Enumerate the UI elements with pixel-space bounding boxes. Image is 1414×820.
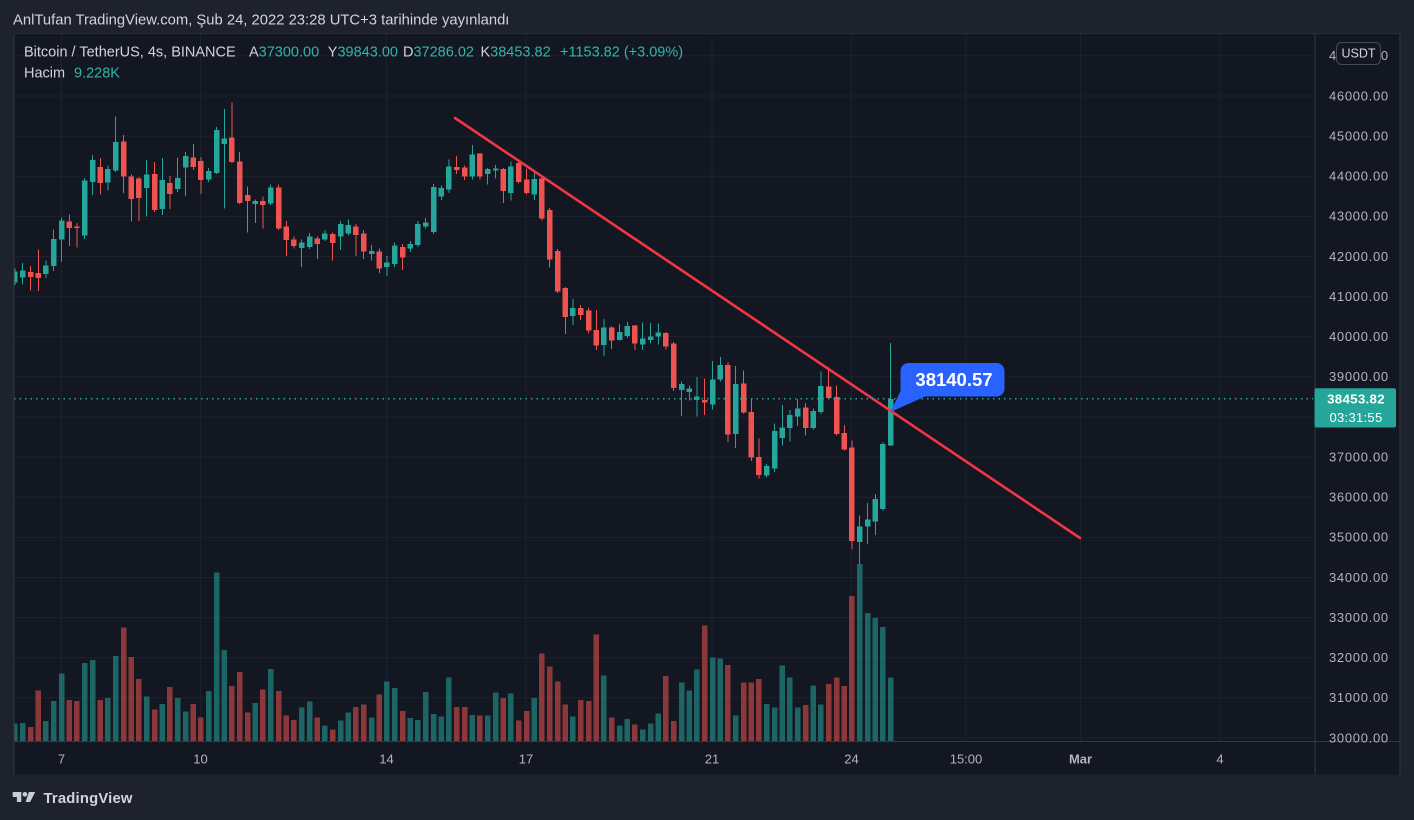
- svg-text:A37300.00: A37300.00: [249, 45, 319, 61]
- svg-text:Hacim: Hacim: [24, 66, 65, 82]
- svg-text:34000.00: 34000.00: [1329, 570, 1389, 585]
- svg-text:42000.00: 42000.00: [1329, 249, 1389, 264]
- svg-text:45000.00: 45000.00: [1329, 128, 1389, 143]
- svg-text:14: 14: [379, 752, 393, 767]
- svg-text:TradingView: TradingView: [44, 791, 133, 807]
- svg-text:03:31:55: 03:31:55: [1329, 410, 1382, 425]
- svg-text:24: 24: [844, 752, 858, 767]
- svg-text:D37286.02: D37286.02: [403, 45, 474, 61]
- svg-text:38140.57: 38140.57: [915, 369, 992, 390]
- svg-text:+1153.82 (+3.09%): +1153.82 (+3.09%): [560, 45, 683, 61]
- svg-text:9.228K: 9.228K: [74, 66, 120, 82]
- svg-text:36000.00: 36000.00: [1329, 490, 1389, 505]
- svg-text:USDT: USDT: [1341, 47, 1375, 61]
- svg-text:Mar: Mar: [1069, 752, 1092, 767]
- svg-text:38453.82: 38453.82: [1327, 391, 1385, 406]
- svg-text:46000.00: 46000.00: [1329, 88, 1389, 103]
- svg-text:7: 7: [58, 752, 65, 767]
- svg-text:15:00: 15:00: [950, 752, 983, 767]
- svg-text:Bitcoin / TetherUS, 4s, BINANC: Bitcoin / TetherUS, 4s, BINANCE: [24, 45, 236, 61]
- svg-text:AnlTufan TradingView.com, Şub: AnlTufan TradingView.com, Şub 24, 2022 2…: [13, 13, 509, 29]
- svg-text:39000.00: 39000.00: [1329, 369, 1389, 384]
- svg-text:44000.00: 44000.00: [1329, 169, 1389, 184]
- svg-text:21: 21: [705, 752, 719, 767]
- svg-text:33000.00: 33000.00: [1329, 610, 1389, 625]
- svg-text:10: 10: [193, 752, 207, 767]
- svg-text:Y39843.00: Y39843.00: [328, 45, 398, 61]
- svg-text:37000.00: 37000.00: [1329, 449, 1389, 464]
- svg-text:K38453.82: K38453.82: [481, 45, 551, 61]
- svg-text:32000.00: 32000.00: [1329, 650, 1389, 665]
- svg-text:35000.00: 35000.00: [1329, 530, 1389, 545]
- svg-text:41000.00: 41000.00: [1329, 289, 1389, 304]
- svg-text:40000.00: 40000.00: [1329, 329, 1389, 344]
- svg-text:4: 4: [1216, 752, 1223, 767]
- svg-text:43000.00: 43000.00: [1329, 209, 1389, 224]
- svg-text:31000.00: 31000.00: [1329, 690, 1389, 705]
- svg-text:17: 17: [519, 752, 533, 767]
- svg-text:30000.00: 30000.00: [1329, 730, 1389, 745]
